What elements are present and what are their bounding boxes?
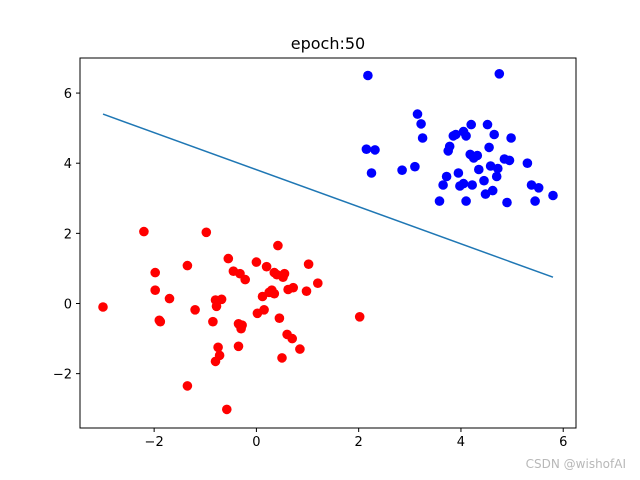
data-point [274, 313, 285, 324]
x-tick-label: 0 [252, 435, 260, 450]
data-point [150, 267, 160, 278]
data-point [461, 131, 471, 141]
data-point [259, 305, 269, 315]
watermark: CSDN @wishofAI [525, 457, 626, 471]
data-point [479, 175, 489, 186]
data-point [366, 168, 377, 178]
data-point [273, 240, 283, 251]
x-tick-label: 4 [457, 435, 465, 450]
data-point [251, 257, 262, 267]
data-point [363, 70, 373, 81]
plot-frame [79, 57, 577, 429]
data-point [487, 185, 498, 196]
y-tick-label: 2 [64, 227, 72, 242]
data-point [201, 227, 212, 238]
data-point [474, 164, 484, 175]
x-tick-label: 2 [355, 435, 363, 450]
data-point [182, 381, 193, 391]
decision-boundary-line [102, 113, 554, 278]
x-tick-label: −2 [145, 435, 164, 450]
data-point [240, 274, 250, 285]
data-point [526, 180, 537, 190]
data-point [410, 161, 420, 172]
data-point [506, 133, 516, 143]
data-point [150, 285, 160, 296]
data-point [182, 260, 193, 271]
data-point [361, 144, 372, 154]
data-point [303, 259, 314, 270]
data-point [211, 301, 222, 312]
data-point [480, 189, 491, 199]
data-point [412, 109, 423, 119]
axis-ticks: −2 0 2 4 6 −2 0 2 4 6 [53, 87, 568, 450]
data-point [533, 183, 544, 193]
data-point [530, 196, 540, 206]
data-point [502, 197, 512, 208]
plot-marks [98, 69, 558, 415]
data-point [397, 165, 407, 175]
data-point [213, 342, 223, 353]
data-point [139, 226, 149, 237]
y-tick-label: 4 [64, 157, 72, 172]
data-point [441, 171, 452, 182]
data-point [485, 161, 496, 171]
data-point [288, 282, 299, 293]
data-point [472, 150, 483, 161]
data-point [301, 286, 312, 297]
data-point [155, 316, 166, 327]
chart-title: epoch:50 [291, 34, 365, 53]
data-point [482, 119, 493, 130]
data-point [354, 312, 365, 322]
data-point [313, 278, 323, 289]
data-point [444, 141, 455, 152]
data-point [222, 404, 232, 415]
data-point [416, 119, 426, 129]
x-tick-label: 6 [559, 435, 567, 450]
data-point [279, 268, 290, 279]
data-point [214, 350, 225, 361]
data-point [467, 180, 478, 190]
data-point [461, 196, 471, 206]
data-point [223, 253, 234, 264]
y-tick-label: −2 [53, 368, 72, 383]
data-point [190, 305, 200, 315]
data-point [233, 341, 244, 352]
data-point [164, 293, 175, 304]
data-point [277, 353, 287, 363]
y-tick-label: 0 [64, 297, 72, 312]
data-point [453, 168, 464, 178]
data-point [489, 129, 500, 140]
data-point [261, 261, 272, 272]
data-point [208, 316, 218, 327]
data-point [216, 294, 227, 305]
data-point [237, 320, 247, 331]
data-point [417, 133, 428, 143]
data-point [434, 196, 445, 206]
data-point [269, 288, 280, 299]
data-point [98, 302, 108, 312]
y-tick-label: 6 [64, 87, 72, 102]
data-point [438, 180, 448, 190]
data-point [484, 142, 494, 153]
data-point [458, 178, 469, 189]
data-point [370, 145, 380, 155]
data-point [287, 333, 298, 344]
data-point [548, 190, 558, 201]
data-point [451, 129, 461, 140]
data-point [295, 344, 305, 354]
data-point [466, 119, 477, 130]
data-point [494, 69, 505, 79]
data-point [522, 158, 533, 168]
data-point [491, 171, 502, 182]
data-point [493, 163, 503, 174]
data-point [504, 155, 515, 166]
